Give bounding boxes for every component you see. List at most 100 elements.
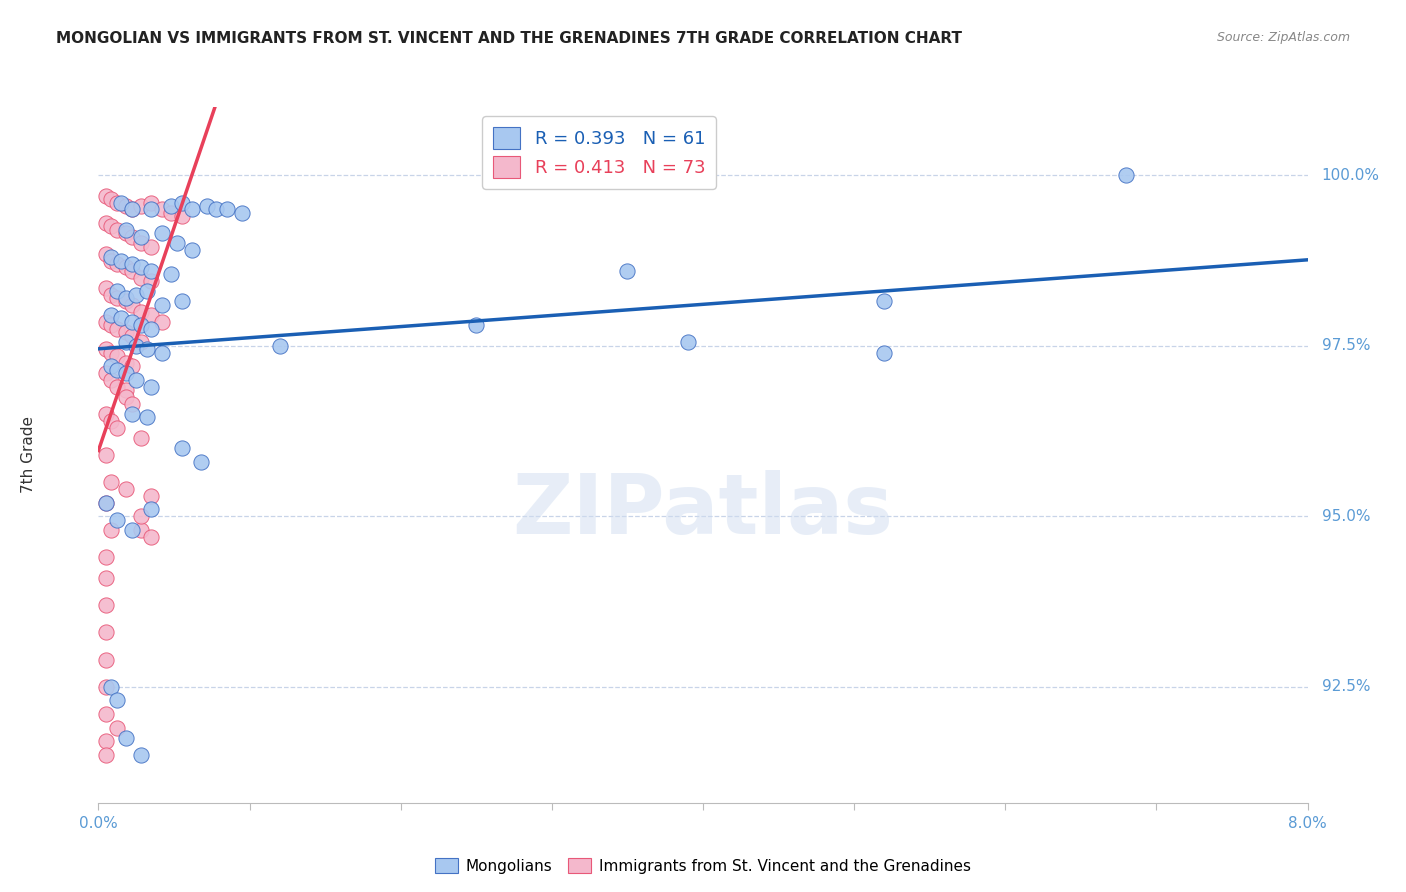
Point [100, 414, 122, 428]
Point [94, 315, 117, 329]
Point [94, 734, 117, 748]
Point [105, 362, 128, 376]
Point [150, 226, 173, 240]
Text: 92.5%: 92.5% [1322, 680, 1369, 694]
Text: 7th Grade: 7th Grade [21, 417, 35, 493]
Point [1115, 168, 1137, 182]
Point [105, 693, 128, 707]
Point [100, 192, 122, 206]
Point [160, 199, 183, 213]
Point [125, 287, 148, 301]
Point [105, 721, 128, 735]
Text: 100.0%: 100.0% [1322, 168, 1379, 183]
Text: MONGOLIAN VS IMMIGRANTS FROM ST. VINCENT AND THE GRENADINES 7TH GRADE CORRELATIO: MONGOLIAN VS IMMIGRANTS FROM ST. VINCENT… [56, 31, 962, 46]
Point [121, 328, 143, 343]
Point [129, 523, 152, 537]
Point [170, 441, 193, 455]
Point [114, 356, 136, 370]
Point [105, 291, 128, 305]
Point [100, 475, 122, 490]
Point [114, 325, 136, 339]
Point [100, 373, 122, 387]
Point [141, 240, 163, 254]
Point [105, 257, 128, 271]
Point [215, 202, 238, 217]
Point [205, 202, 228, 217]
Point [105, 284, 128, 298]
Point [105, 322, 128, 336]
Point [110, 253, 132, 268]
Point [100, 287, 122, 301]
Text: Source: ZipAtlas.com: Source: ZipAtlas.com [1216, 31, 1350, 45]
Point [94, 680, 117, 694]
Point [94, 707, 117, 722]
Point [166, 236, 188, 251]
Point [100, 253, 122, 268]
Point [873, 294, 896, 309]
Point [160, 206, 183, 220]
Point [94, 747, 117, 762]
Point [121, 315, 143, 329]
Point [150, 202, 173, 217]
Point [129, 509, 152, 524]
Point [121, 298, 143, 312]
Point [129, 236, 152, 251]
Point [100, 250, 122, 264]
Point [141, 274, 163, 288]
Point [125, 373, 148, 387]
Point [105, 349, 128, 363]
Point [170, 294, 193, 309]
Point [121, 523, 143, 537]
Point [129, 318, 152, 333]
Point [121, 202, 143, 217]
Point [94, 246, 117, 260]
Point [160, 267, 183, 281]
Point [141, 380, 163, 394]
Text: ZIPatlas: ZIPatlas [513, 470, 893, 551]
Point [150, 345, 173, 359]
Point [114, 199, 136, 213]
Point [105, 420, 128, 434]
Point [94, 550, 117, 565]
Point [94, 496, 117, 510]
Point [94, 407, 117, 421]
Text: 8.0%: 8.0% [1288, 816, 1327, 831]
Point [94, 366, 117, 380]
Point [125, 339, 148, 353]
Point [114, 482, 136, 496]
Point [141, 264, 163, 278]
Point [141, 202, 163, 217]
Point [181, 244, 204, 258]
Point [170, 209, 193, 223]
Point [94, 216, 117, 230]
Point [94, 652, 117, 666]
Point [110, 195, 132, 210]
Point [114, 383, 136, 397]
Point [105, 195, 128, 210]
Point [121, 202, 143, 217]
Point [873, 345, 896, 359]
Point [100, 318, 122, 333]
Point [94, 188, 117, 202]
Point [135, 342, 157, 356]
Point [181, 202, 204, 217]
Point [114, 226, 136, 240]
Point [94, 281, 117, 295]
Point [121, 264, 143, 278]
Point [195, 199, 218, 213]
Point [129, 304, 152, 318]
Point [121, 257, 143, 271]
Point [114, 366, 136, 380]
Point [100, 680, 122, 694]
Point [129, 229, 152, 244]
Point [1341, 352, 1364, 367]
Point [129, 260, 152, 275]
Point [94, 571, 117, 585]
Point [114, 223, 136, 237]
Legend: R = 0.393   N = 61, R = 0.413   N = 73: R = 0.393 N = 61, R = 0.413 N = 73 [482, 116, 716, 189]
Point [141, 322, 163, 336]
Point [100, 345, 122, 359]
Point [105, 223, 128, 237]
Point [121, 229, 143, 244]
Point [100, 219, 122, 234]
